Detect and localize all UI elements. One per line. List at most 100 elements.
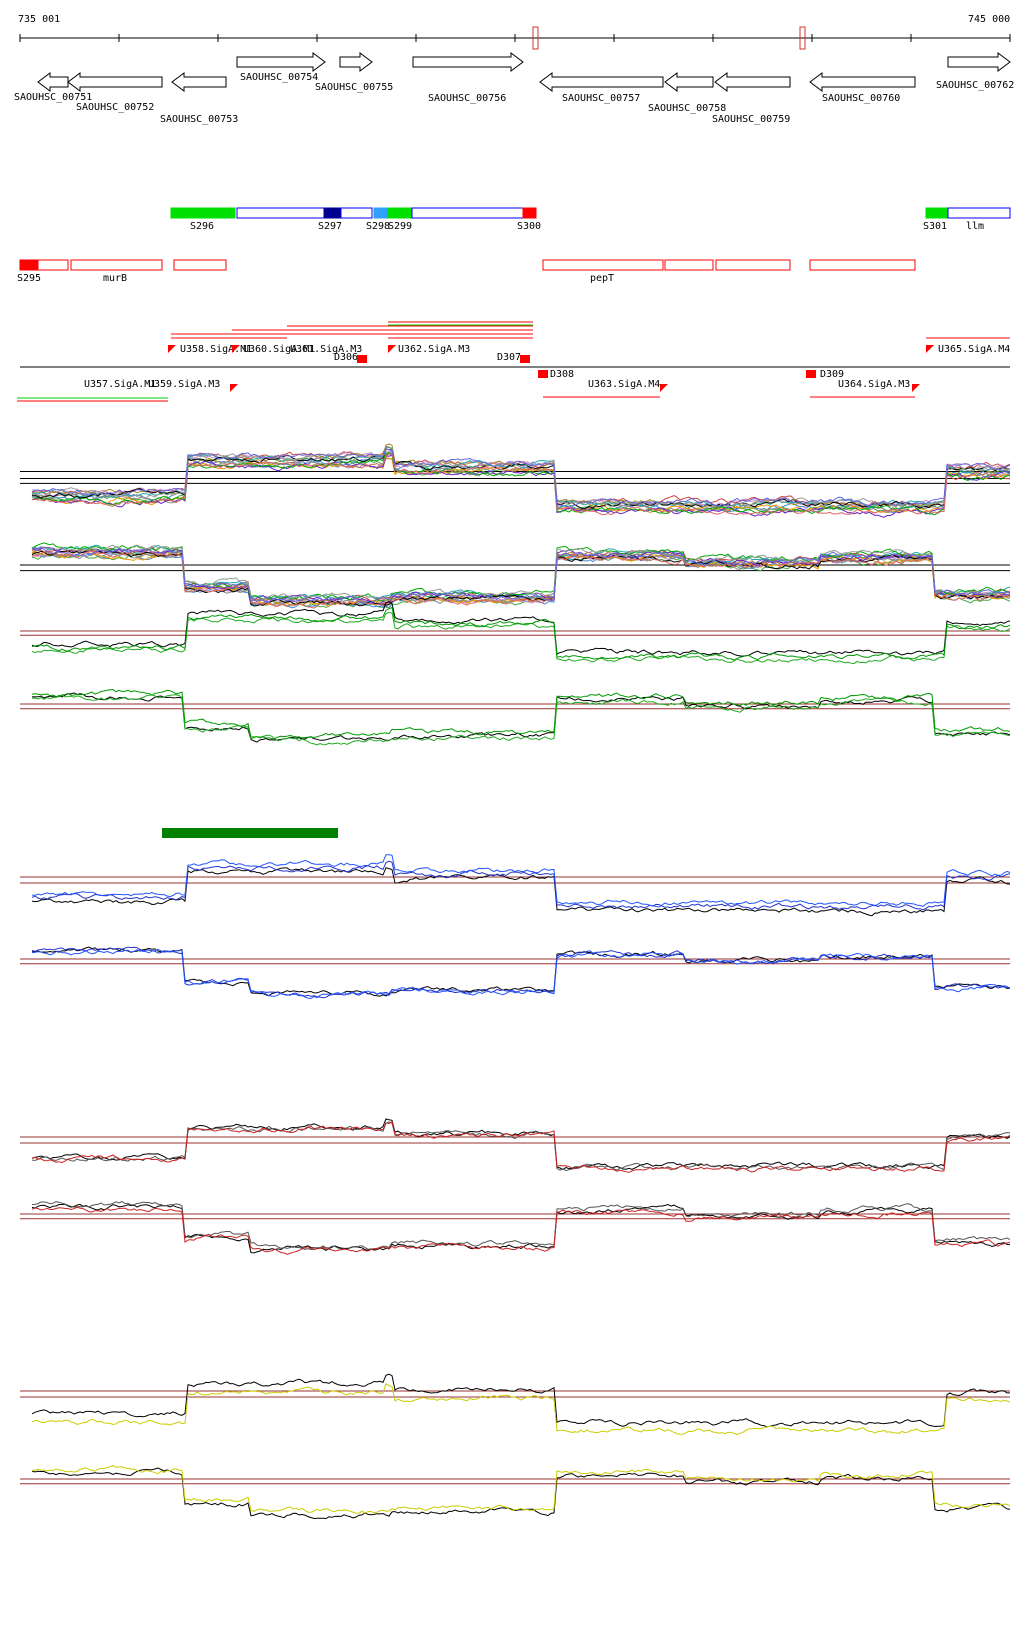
annotation-box xyxy=(173,259,227,271)
promoter-flag xyxy=(926,345,934,353)
gene-label: SAOUHSC_00754 xyxy=(240,72,318,83)
signal-trace xyxy=(31,860,1011,911)
gene-arrow xyxy=(664,72,714,92)
promoter-label: U357.SigA.M1 xyxy=(84,379,156,390)
promoter-label: U358.SigA.M1 xyxy=(180,344,252,355)
gene-label: SAOUHSC_00752 xyxy=(76,102,154,113)
promoter-label: D308 xyxy=(550,369,574,380)
gene-label: SAOUHSC_00756 xyxy=(428,93,506,104)
gene-arrow xyxy=(412,52,524,72)
segment xyxy=(411,207,524,219)
signal-trace xyxy=(31,694,1011,746)
annotation-label: pepT xyxy=(590,273,614,284)
axis-end: 745 000 xyxy=(968,14,1010,25)
signal-trace xyxy=(31,452,1011,516)
signal-trace xyxy=(31,453,1010,516)
annotation-box xyxy=(19,259,39,271)
signal-trace xyxy=(31,544,1011,601)
annotation-box xyxy=(542,259,664,271)
segment xyxy=(373,207,389,219)
segment xyxy=(925,207,949,219)
segment xyxy=(522,207,537,219)
promoter-label: U365.SigA.M4 xyxy=(938,344,1010,355)
signal-trace xyxy=(31,867,1011,917)
signal-trace xyxy=(31,1121,1011,1173)
view-mark xyxy=(532,26,539,50)
promoter-label: U362.SigA.M3 xyxy=(398,344,470,355)
highlight-bar xyxy=(162,828,338,838)
gene-label: SAOUHSC_00751 xyxy=(14,92,92,103)
signal-trace xyxy=(31,1203,1011,1254)
signal-trace xyxy=(31,1118,1011,1170)
signal-trace xyxy=(32,946,1011,997)
signal-trace xyxy=(31,1467,1011,1520)
gene-label: SAOUHSC_00753 xyxy=(160,114,238,125)
gene-arrow xyxy=(539,72,664,92)
promoter-label: U363.SigA.M4 xyxy=(588,379,660,390)
promoter-flag xyxy=(232,345,240,353)
gene-arrow xyxy=(171,72,227,92)
axis-start: 735 001 xyxy=(18,14,60,25)
promoter-flag xyxy=(388,345,396,353)
segment xyxy=(340,207,373,219)
gene-label: SAOUHSC_00757 xyxy=(562,93,640,104)
promoter-label: U364.SigA.M3 xyxy=(838,379,910,390)
gene-arrow xyxy=(714,72,791,92)
gene-label: SAOUHSC_00760 xyxy=(822,93,900,104)
promoter-label: U359.SigA.M3 xyxy=(148,379,220,390)
gene-arrow xyxy=(37,72,69,92)
signal-trace xyxy=(31,546,1011,604)
promoter-label: D309 xyxy=(820,369,844,380)
annotation-label: murB xyxy=(103,273,127,284)
annotation-box xyxy=(70,259,163,271)
promoter-label: U361.SigA.M3 xyxy=(290,344,362,355)
segment-label: S301 xyxy=(923,221,947,232)
gene-arrow xyxy=(339,52,373,72)
annotation-box xyxy=(715,259,791,271)
gene-arrow xyxy=(947,52,1011,72)
segment-label: S297 xyxy=(318,221,342,232)
signal-trace xyxy=(31,1465,1011,1514)
annotation-box xyxy=(37,259,69,271)
annotation-box xyxy=(664,259,714,271)
segment xyxy=(323,207,342,219)
gene-label: SAOUHSC_00755 xyxy=(315,82,393,93)
promoter-flag xyxy=(912,384,920,392)
signal-trace xyxy=(31,606,1011,661)
boundary-mark xyxy=(357,355,367,363)
promoter-label: U360.SigA.M1 xyxy=(243,344,315,355)
signal-trace xyxy=(31,546,1011,605)
signal-trace xyxy=(31,454,1011,518)
segment-label: llm xyxy=(966,221,984,232)
promoter-label: D307 xyxy=(497,352,521,363)
signal-trace xyxy=(31,549,1011,609)
annotation-label: S295 xyxy=(17,273,41,284)
segment xyxy=(387,207,413,219)
promoter-flag xyxy=(168,345,176,353)
signal-trace xyxy=(31,1373,1010,1428)
signal-trace xyxy=(31,1383,1011,1436)
signal-trace xyxy=(31,551,1011,607)
segment xyxy=(170,207,236,219)
signal-trace xyxy=(31,948,1011,1000)
gene-label: SAOUHSC_00762 xyxy=(936,80,1014,91)
gene-arrow xyxy=(236,52,326,72)
signal-trace xyxy=(31,544,1011,602)
gene-label: SAOUHSC_00759 xyxy=(712,114,790,125)
segment-label: S296 xyxy=(190,221,214,232)
signal-trace xyxy=(31,1121,1011,1172)
signal-trace xyxy=(31,448,1011,508)
annotation-box xyxy=(809,259,916,271)
boundary-mark xyxy=(806,370,816,378)
view-mark xyxy=(799,26,806,50)
segment xyxy=(947,207,1011,219)
gene-arrow xyxy=(67,72,163,92)
promoter-flag xyxy=(230,384,238,392)
signal-trace xyxy=(31,946,1010,999)
segment xyxy=(236,207,326,219)
segment-label: S300 xyxy=(517,221,541,232)
boundary-mark xyxy=(538,370,548,378)
segment-label: S299 xyxy=(388,221,412,232)
